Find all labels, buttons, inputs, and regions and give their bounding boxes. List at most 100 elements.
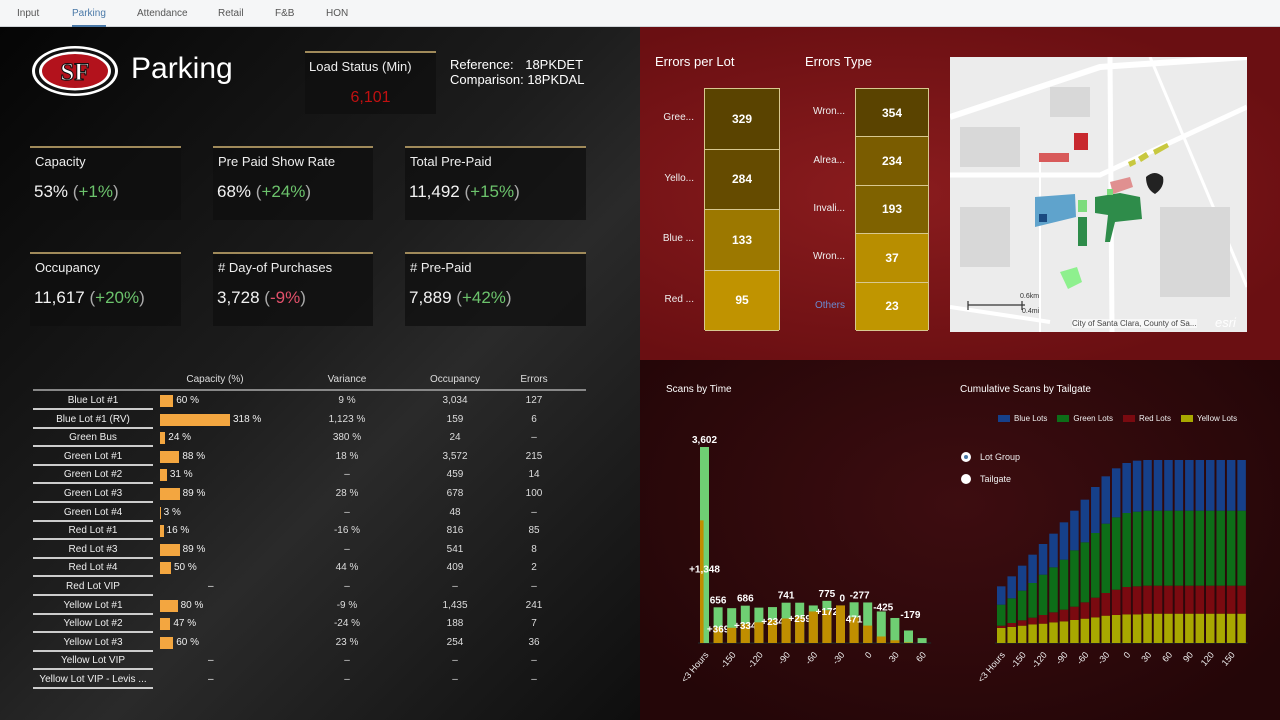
yellow-lots-segment[interactable] (997, 628, 1006, 643)
green-lots-segment[interactable] (1143, 510, 1152, 586)
yellow-lots-segment[interactable] (1174, 613, 1184, 643)
blue-lots-segment[interactable] (1153, 460, 1163, 511)
error-segment[interactable]: 133 (705, 210, 779, 271)
table-row[interactable]: Blue Lot #1 (RV) 318 % 1,123 % 159 6 (33, 411, 593, 429)
table-row[interactable]: Yellow Lot #3 60 % 23 % 254 36 (33, 634, 593, 652)
comparison-bar[interactable] (727, 627, 737, 643)
red-lots-segment[interactable] (1007, 623, 1016, 627)
table-row[interactable]: Green Lot #3 89 % 28 % 678 100 (33, 485, 593, 503)
red-lots-segment[interactable] (1080, 602, 1090, 619)
table-row[interactable]: Yellow Lot VIP - Levis ... – – – – (33, 671, 593, 689)
yellow-lots-segment[interactable] (1017, 625, 1027, 643)
yellow-lots-segment[interactable] (1132, 614, 1142, 643)
comparison-bar[interactable] (836, 605, 845, 643)
blue-lots-segment[interactable] (1216, 460, 1225, 511)
blue-lots-segment[interactable] (1111, 468, 1121, 518)
radio-tailgate-label[interactable]: Tailgate (980, 474, 1012, 484)
reference-bar[interactable] (890, 617, 900, 643)
tab-parking[interactable]: Parking (72, 0, 106, 27)
error-segment[interactable]: 234 (856, 137, 928, 186)
yellow-lots-segment[interactable] (1206, 613, 1215, 643)
green-lots-segment[interactable] (1174, 510, 1184, 586)
red-lots-segment[interactable] (1164, 585, 1173, 614)
tab-retail[interactable]: Retail (218, 8, 244, 19)
yellow-lots-segment[interactable] (1226, 613, 1236, 643)
comparison-bar[interactable] (822, 610, 832, 643)
error-segment[interactable]: 193 (856, 185, 928, 235)
comparison-bar[interactable] (808, 611, 818, 643)
green-lots-segment[interactable] (1122, 513, 1131, 587)
comparison-bar[interactable] (700, 520, 704, 643)
reference-bar[interactable] (904, 630, 913, 643)
reference-bar[interactable] (863, 602, 873, 643)
blue-lots-segment[interactable] (1038, 544, 1048, 575)
table-row[interactable]: Green Lot #2 31 % – 459 14 (33, 466, 593, 485)
green-lots-segment[interactable] (1101, 523, 1111, 593)
radio-tailgate[interactable] (961, 474, 971, 484)
reference-bar[interactable] (876, 611, 886, 643)
blue-lots-segment[interactable] (1091, 487, 1100, 533)
blue-lots-segment[interactable] (997, 586, 1006, 605)
yellow-lots-segment[interactable] (1237, 613, 1246, 643)
blue-lots-segment[interactable] (1028, 554, 1037, 583)
green-lots-segment[interactable] (1111, 517, 1121, 590)
green-lots-segment[interactable] (1080, 542, 1090, 603)
green-lots-segment[interactable] (1216, 510, 1225, 586)
column-header[interactable]: Variance (327, 374, 367, 385)
blue-lots-segment[interactable] (1122, 463, 1131, 513)
green-lots-segment[interactable] (1153, 510, 1163, 586)
parking-map[interactable]: 0.6km 0.4mi City of Santa Clara, County … (950, 57, 1247, 332)
red-lots-segment[interactable] (1122, 587, 1131, 615)
reference-bar[interactable] (727, 608, 737, 643)
green-lots-segment[interactable] (1017, 590, 1027, 621)
green-lots-segment[interactable] (1028, 583, 1037, 618)
yellow-lots-segment[interactable] (1101, 615, 1111, 643)
yellow-lots-segment[interactable] (1070, 620, 1079, 643)
map-yellow-lot[interactable] (1138, 152, 1149, 162)
tab-attendance[interactable]: Attendance (137, 8, 188, 19)
blue-lots-segment[interactable] (1070, 510, 1079, 551)
red-lots-segment[interactable] (1059, 609, 1069, 622)
tab-input[interactable]: Input (17, 8, 40, 19)
blue-lots-segment[interactable] (1195, 460, 1205, 511)
map-green-lot[interactable] (1078, 217, 1087, 246)
table-row[interactable]: Green Bus 24 % 380 % 24 – (33, 429, 593, 448)
yellow-lots-segment[interactable] (1028, 624, 1037, 643)
column-header[interactable]: Capacity (%) (186, 374, 244, 385)
red-lots-segment[interactable] (997, 625, 1006, 628)
comparison-bar[interactable] (754, 622, 764, 643)
blue-lots-segment[interactable] (1080, 499, 1090, 543)
yellow-lots-segment[interactable] (1122, 614, 1131, 643)
red-lots-segment[interactable] (1049, 612, 1058, 623)
red-lots-segment[interactable] (1153, 585, 1163, 614)
green-lots-segment[interactable] (1059, 559, 1069, 610)
radio-lot-group-label[interactable]: Lot Group (980, 452, 1021, 462)
comparison-bar[interactable] (713, 627, 723, 643)
tab-hon[interactable]: HON (326, 8, 349, 19)
green-lots-segment[interactable] (1132, 511, 1142, 587)
legend-item[interactable]: Red Lots (1122, 414, 1171, 423)
legend-item[interactable]: Yellow Lots (1180, 414, 1237, 423)
red-lots-segment[interactable] (1237, 585, 1246, 614)
table-row[interactable]: Blue Lot #1 60 % 9 % 3,034 127 (33, 392, 593, 410)
blue-lots-segment[interactable] (1164, 460, 1173, 511)
red-lots-segment[interactable] (1195, 585, 1205, 614)
comparison-bar[interactable] (876, 636, 886, 643)
yellow-lots-segment[interactable] (1153, 613, 1163, 643)
map-blue-lot[interactable] (1035, 194, 1076, 227)
comparison-bar[interactable] (863, 625, 873, 643)
reference-bar[interactable] (917, 638, 927, 643)
comparison-bar[interactable] (849, 617, 859, 643)
radio-lot-group[interactable] (961, 452, 971, 462)
yellow-lots-segment[interactable] (1038, 623, 1048, 643)
red-lots-segment[interactable] (1101, 593, 1111, 616)
red-lots-segment[interactable] (1216, 585, 1225, 614)
red-lots-segment[interactable] (1226, 585, 1236, 614)
yellow-lots-segment[interactable] (1080, 618, 1090, 643)
red-lots-segment[interactable] (1143, 585, 1152, 614)
error-segment[interactable]: 23 (856, 282, 928, 331)
green-lots-segment[interactable] (1237, 510, 1246, 586)
green-lots-segment[interactable] (1164, 510, 1173, 586)
error-segment[interactable]: 354 (856, 89, 928, 138)
yellow-lots-segment[interactable] (1111, 615, 1121, 643)
